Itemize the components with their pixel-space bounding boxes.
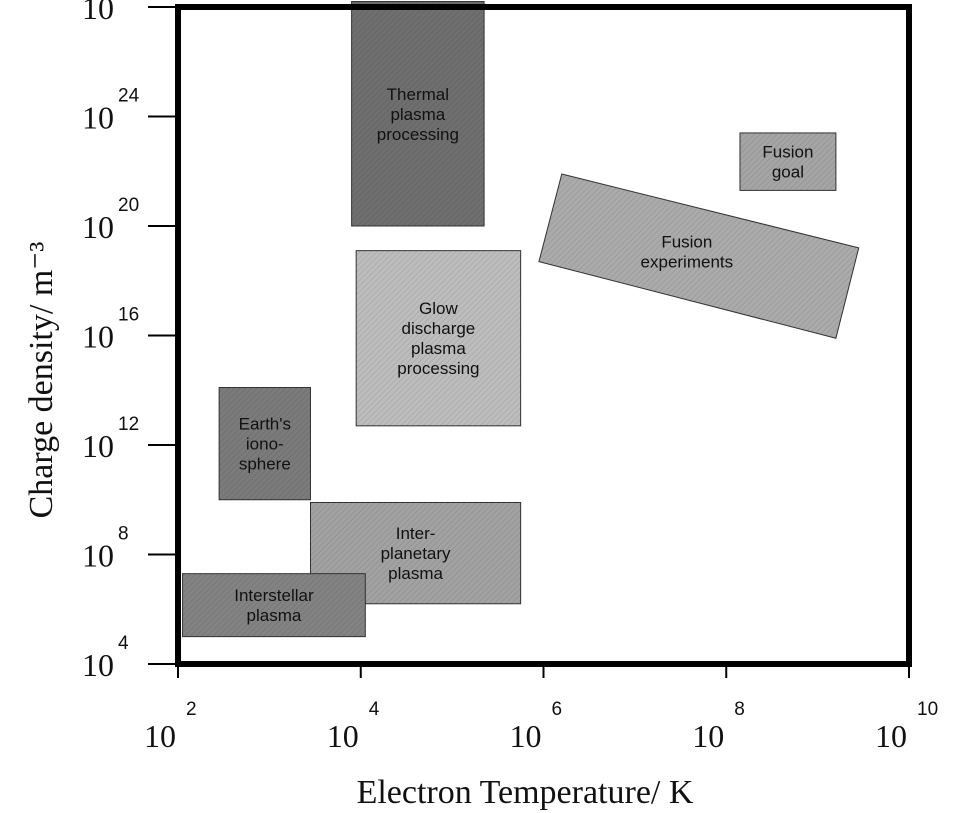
x-tick-label-base: 10 [510, 718, 542, 754]
thermal-plasma-processing-label-line-3: processing [377, 125, 459, 144]
glow-discharge-plasma-processing-texture [356, 250, 521, 426]
interplanetary-plasma-label-line-1: Inter- [396, 524, 436, 543]
y-tick-label-base: 10 [82, 428, 114, 464]
glow-discharge-plasma-processing-label-line-1: Glow [419, 299, 458, 318]
x-tick-label-base: 10 [144, 718, 176, 754]
x-axis-title: Electron Temperature/ K [357, 774, 694, 811]
thermal-plasma-processing-label-line-1: Thermal [387, 85, 449, 104]
y-tick-label-exponent: 12 [118, 414, 139, 435]
y-tick-label-exponent: 4 [118, 633, 129, 654]
fusion-goal-label-line-1: Fusion [762, 143, 813, 162]
y-tick-label-exponent: 20 [118, 195, 139, 216]
glow-discharge-plasma-processing-label-line-2: discharge [402, 319, 476, 338]
fusion-goal-texture [739, 132, 836, 191]
y-tick-label-exponent: 8 [118, 524, 129, 545]
x-tick-6: 10 6 [510, 664, 563, 754]
y-tick-28: 1028 [82, 0, 178, 26]
earths-ionosphere-label-line-2: iono- [246, 435, 284, 454]
earths-ionosphere-label-line-3: sphere [239, 455, 291, 474]
earths-ionosphere-texture [219, 387, 311, 500]
fusion-experiments-texture [538, 173, 859, 339]
y-tick-8: 108 [82, 524, 178, 574]
x-tick-label-exponent: 4 [369, 699, 380, 720]
x-tick-label-exponent: 2 [186, 699, 197, 720]
y-tick-label-exponent: 16 [118, 305, 139, 326]
thermal-plasma-processing-texture [351, 1, 485, 227]
interplanetary-plasma-label-line-2: planetary [381, 544, 451, 563]
x-tick-8: 10 8 [692, 664, 745, 754]
y-tick-4: 104 [82, 633, 178, 683]
x-tick-2: 10 2 [144, 664, 197, 754]
y-tick-label-base: 10 [82, 100, 114, 136]
fusion-goal-label-line-2: goal [772, 163, 804, 182]
y-tick-label-base: 10 [82, 647, 114, 683]
y-tick-label-base: 10 [82, 0, 114, 26]
interplanetary-plasma-label-line-3: plasma [388, 564, 443, 583]
x-tick-label-base: 10 [692, 718, 724, 754]
fusion-experiments-label-line-1: Fusion [661, 232, 712, 251]
x-tick-label-exponent: 6 [552, 699, 563, 720]
x-tick-label-base: 10 [327, 718, 359, 754]
x-tick-4: 10 4 [327, 664, 380, 754]
thermal-plasma-processing-label-line-2: plasma [390, 105, 445, 124]
glow-discharge-plasma-processing-label-line-3: plasma [411, 339, 466, 358]
ticks-layer: 1021041061081010104108101210161020102410… [82, 0, 938, 754]
y-tick-label-base: 10 [82, 209, 114, 245]
earths-ionosphere-label-line-1: Earth's [239, 415, 291, 434]
y-tick-label-base: 10 [82, 319, 114, 355]
y-tick-label-exponent: 24 [118, 86, 140, 107]
plot-frame [175, 4, 912, 667]
y-tick-label-base: 10 [82, 538, 114, 574]
x-tick-label-base: 10 [875, 718, 907, 754]
interstellar-plasma-label-line-1: Interstellar [234, 586, 314, 605]
x-tick-label-exponent: 8 [734, 699, 745, 720]
interstellar-plasma-texture [182, 573, 366, 637]
interstellar-plasma-label-line-2: plasma [247, 606, 302, 625]
regions-layer: Stellar interiorsThermalplasmaprocessing… [182, 1, 860, 638]
y-axis-title: Charge density/ m⁻³ [23, 242, 60, 519]
glow-discharge-plasma-processing-label-line-4: processing [397, 359, 479, 378]
x-tick-10: 10 10 [875, 664, 938, 754]
fusion-experiments-label-line-2: experiments [641, 252, 734, 271]
x-tick-label-exponent: 10 [917, 699, 938, 720]
